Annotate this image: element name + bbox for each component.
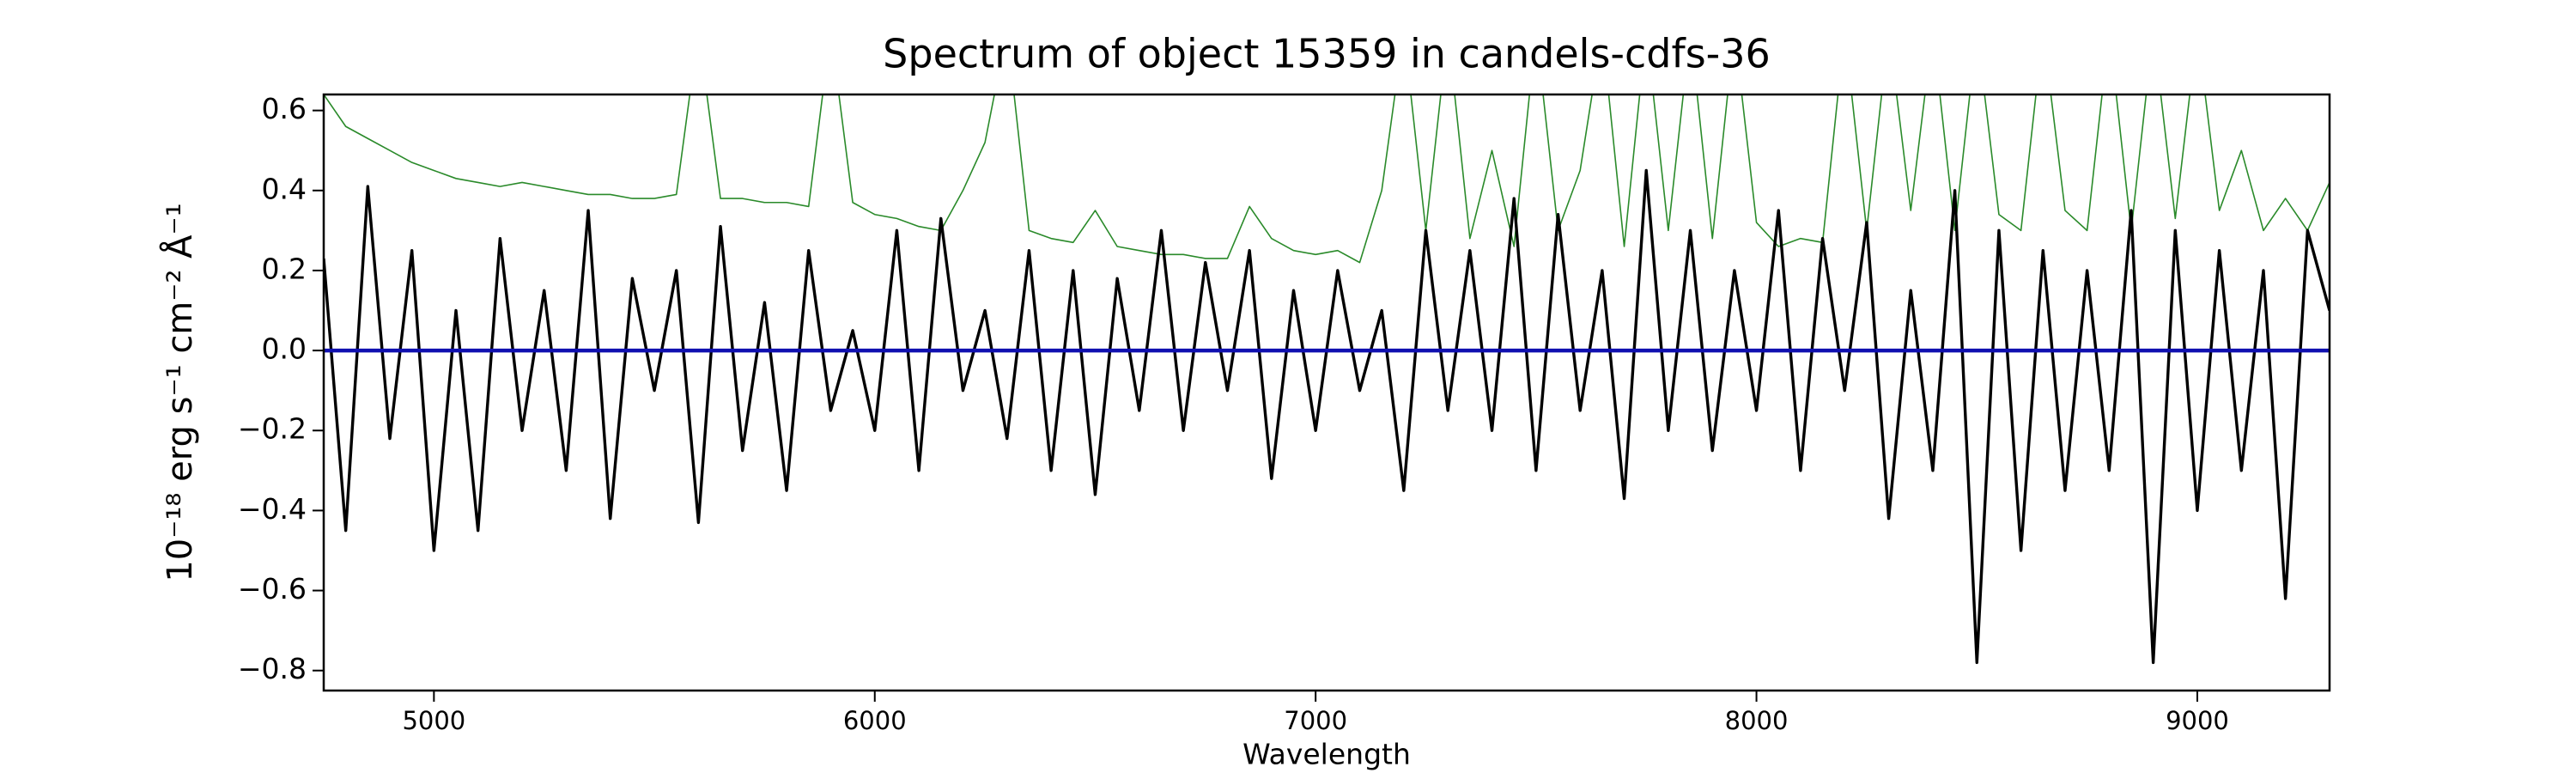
y-tick-label: 0.6 (262, 92, 307, 125)
x-tick-label: 6000 (843, 706, 907, 735)
y-tick-label: 0.4 (262, 172, 307, 205)
x-tick-label: 5000 (402, 706, 465, 735)
x-tick-label: 7000 (1284, 706, 1347, 735)
x-tick-label: 8000 (1725, 706, 1789, 735)
x-axis-label: Wavelength (1242, 738, 1411, 771)
y-tick-label: 0.0 (262, 332, 307, 366)
y-tick-label: −0.6 (238, 572, 307, 606)
y-tick-label: −0.8 (238, 652, 307, 685)
y-tick-label: −0.2 (238, 412, 307, 446)
plot-lines (324, 94, 2330, 665)
y-tick-label: −0.4 (238, 492, 307, 526)
y-tick-label: 0.2 (262, 252, 307, 285)
plot-frame (322, 93, 2331, 692)
spectrum-line (324, 168, 2330, 665)
x-tick-label: 9000 (2166, 706, 2229, 735)
y-axis-label: 10⁻¹⁸ erg s⁻¹ cm⁻² Å⁻¹ (159, 203, 200, 581)
chart-title: Spectrum of object 15359 in candels-cdfs… (883, 31, 1771, 77)
spectrum-line (324, 94, 2330, 264)
